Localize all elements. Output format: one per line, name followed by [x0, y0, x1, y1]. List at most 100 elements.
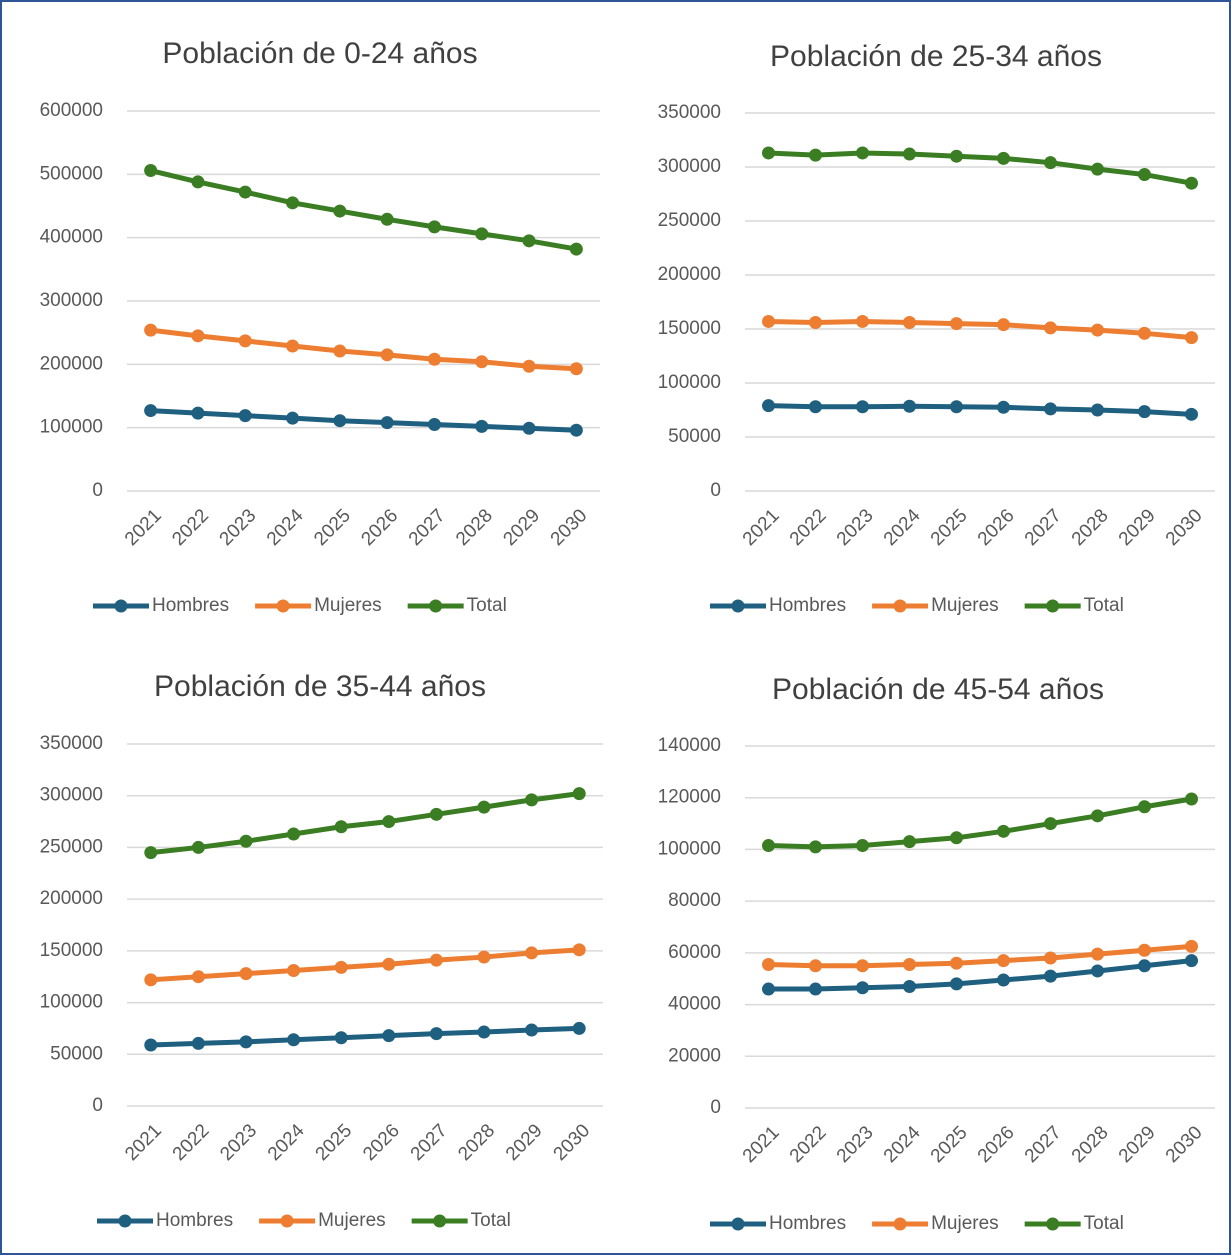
point — [950, 400, 963, 414]
point — [1185, 792, 1198, 806]
point — [191, 329, 205, 343]
point — [762, 957, 775, 971]
series-line — [150, 168, 577, 252]
point — [1138, 943, 1151, 957]
point — [903, 316, 916, 330]
point — [762, 982, 775, 996]
point — [903, 399, 916, 413]
point — [997, 400, 1010, 414]
point — [569, 362, 583, 376]
point — [144, 404, 158, 418]
point — [382, 1029, 396, 1043]
chart-title: Población de 45-54 años — [772, 673, 1104, 706]
point — [144, 973, 158, 987]
point — [239, 1035, 253, 1049]
point — [525, 793, 539, 807]
point — [856, 314, 869, 328]
point — [191, 1036, 205, 1050]
point — [334, 960, 348, 974]
y-tick-label: 200000 — [40, 888, 103, 909]
point — [856, 981, 869, 995]
series-line — [768, 958, 1192, 992]
point — [477, 950, 491, 964]
y-tick-label: 100000 — [40, 992, 103, 1013]
chart-title: Población de 0-24 años — [162, 37, 477, 70]
point — [950, 149, 963, 163]
legend-label: Total — [1084, 1213, 1124, 1234]
point — [427, 352, 441, 366]
legend-label: Mujeres — [931, 595, 999, 616]
point — [1138, 326, 1151, 340]
legend-label: Total — [1084, 595, 1124, 616]
legend-label: Total — [471, 1210, 511, 1231]
y-tick-label: 500000 — [40, 163, 103, 184]
point — [997, 954, 1010, 968]
point — [334, 1031, 348, 1045]
point — [997, 824, 1010, 838]
point — [287, 964, 301, 978]
point — [522, 359, 536, 373]
point — [950, 956, 963, 970]
point — [382, 815, 396, 829]
point — [334, 820, 348, 834]
point — [856, 959, 869, 973]
y-tick-label: 150000 — [658, 318, 721, 339]
point — [1044, 951, 1057, 965]
point — [762, 839, 775, 853]
point — [380, 348, 394, 362]
point — [525, 1023, 539, 1037]
legend-label: Mujeres — [314, 595, 382, 616]
y-tick-label: 0 — [92, 1095, 103, 1116]
point — [950, 831, 963, 845]
point — [856, 839, 869, 853]
point — [1044, 402, 1057, 416]
point — [380, 416, 394, 430]
y-tick-label: 250000 — [658, 210, 721, 231]
point — [903, 957, 916, 971]
point — [856, 400, 869, 414]
point — [1044, 969, 1057, 983]
point — [1138, 405, 1151, 419]
point — [572, 943, 586, 957]
y-tick-label: 60000 — [668, 942, 721, 963]
y-tick-label: 0 — [710, 1097, 721, 1118]
y-tick-label: 20000 — [668, 1045, 721, 1066]
legend-label: Hombres — [769, 595, 846, 616]
point — [286, 196, 300, 210]
point — [762, 399, 775, 413]
legend-label: Mujeres — [931, 1213, 999, 1234]
point — [950, 977, 963, 991]
point — [1091, 964, 1104, 978]
point — [522, 421, 536, 435]
y-tick-label: 50000 — [668, 426, 721, 447]
series-line — [768, 318, 1192, 341]
point — [1138, 800, 1151, 814]
legend-marker — [1046, 1217, 1060, 1231]
point — [238, 409, 252, 423]
legend-marker — [429, 599, 443, 613]
point — [809, 982, 822, 996]
y-tick-label: 120000 — [658, 787, 721, 808]
point — [287, 827, 301, 841]
point — [477, 800, 491, 814]
y-tick-label: 200000 — [658, 264, 721, 285]
point — [1091, 947, 1104, 961]
point — [286, 339, 300, 353]
point — [477, 1025, 491, 1039]
series-line — [150, 947, 580, 983]
point — [762, 314, 775, 328]
legend-label: Hombres — [769, 1213, 846, 1234]
point — [1091, 323, 1104, 337]
point — [1138, 959, 1151, 973]
point — [286, 411, 300, 425]
y-tick-label: 0 — [710, 480, 721, 501]
point — [429, 807, 443, 821]
y-tick-label: 200000 — [40, 353, 103, 374]
y-tick-label: 250000 — [40, 836, 103, 857]
point — [191, 840, 205, 854]
point — [903, 835, 916, 849]
point — [475, 419, 489, 433]
legend-marker — [433, 1214, 447, 1228]
y-tick-label: 350000 — [40, 733, 103, 754]
point — [1044, 156, 1057, 170]
